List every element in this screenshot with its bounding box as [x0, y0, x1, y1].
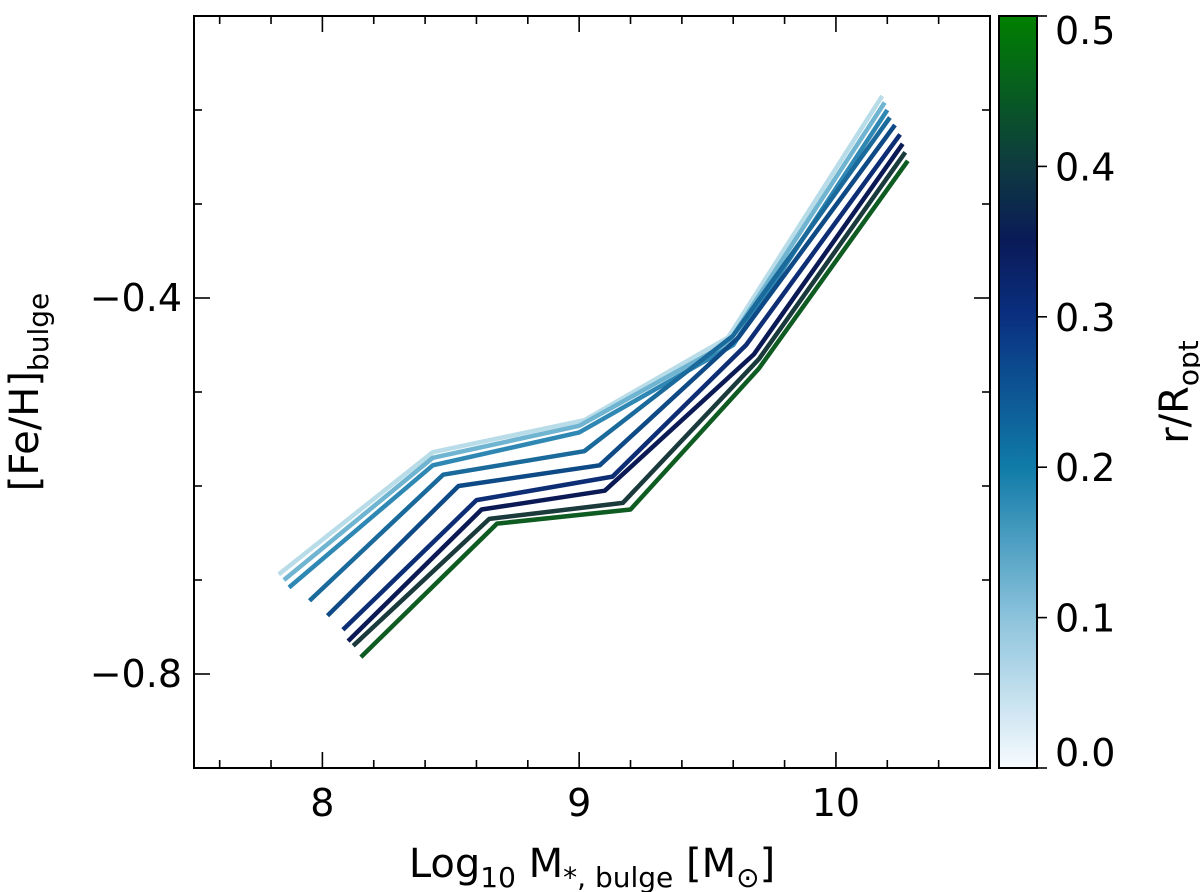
colorbar-tick-label: 0.0	[1055, 731, 1115, 775]
colorbar-tick-label: 0.1	[1055, 597, 1115, 641]
x-axis-label-tail: [M	[673, 841, 736, 887]
x-tick-label: 9	[567, 781, 591, 825]
x-axis-label-mid: M	[516, 841, 563, 887]
colorbar-ticks: 0.0 0.1 0.2 0.3 0.4 0.5	[1037, 9, 1115, 775]
y-axis-label-sub: bulge	[22, 293, 55, 371]
colorbar-tick-label: 0.5	[1055, 9, 1115, 53]
series-line-0	[277, 94, 885, 577]
x-tick-label: 8	[310, 781, 334, 825]
x-axis-label-sub3: ⊙	[736, 861, 759, 892]
series-line-4	[325, 123, 897, 618]
series-line-7	[351, 150, 908, 648]
x-axis-label-end: ]	[760, 841, 776, 887]
x-axis-label-sub2: *, bulge	[563, 861, 673, 892]
series-line-3	[307, 116, 892, 603]
colorbar-label-main: r/R	[1152, 386, 1198, 444]
series-line-6	[346, 142, 905, 643]
colorbar-tick-label: 0.4	[1055, 145, 1115, 189]
y-tick-label: −0.8	[90, 652, 182, 696]
y-tick-label: −0.4	[90, 276, 182, 320]
x-axis-label: Log10 M*, bulge [M⊙]	[409, 841, 775, 892]
series-line-1	[282, 101, 887, 582]
x-axis-label-sub: 10	[480, 861, 516, 892]
x-axis-label-main: Log	[409, 841, 480, 887]
y-axis-label-main: [Fe/H]	[2, 371, 48, 491]
colorbar-label-sub: opt	[1172, 340, 1200, 386]
colorbar	[998, 15, 1038, 769]
series-group	[277, 94, 910, 659]
series-line-5	[341, 133, 902, 632]
axis-ticks: 8 9 10 −0.4 −0.8	[90, 15, 991, 825]
y-axis-label: [Fe/H]bulge	[2, 293, 55, 492]
colorbar-tick-label: 0.3	[1055, 296, 1115, 340]
plot-frame	[193, 15, 991, 769]
colorbar-label: r/Ropt	[1152, 340, 1200, 444]
colorbar-tick-label: 0.2	[1055, 446, 1115, 490]
series-line-8	[359, 159, 910, 659]
x-tick-label: 10	[812, 781, 860, 825]
